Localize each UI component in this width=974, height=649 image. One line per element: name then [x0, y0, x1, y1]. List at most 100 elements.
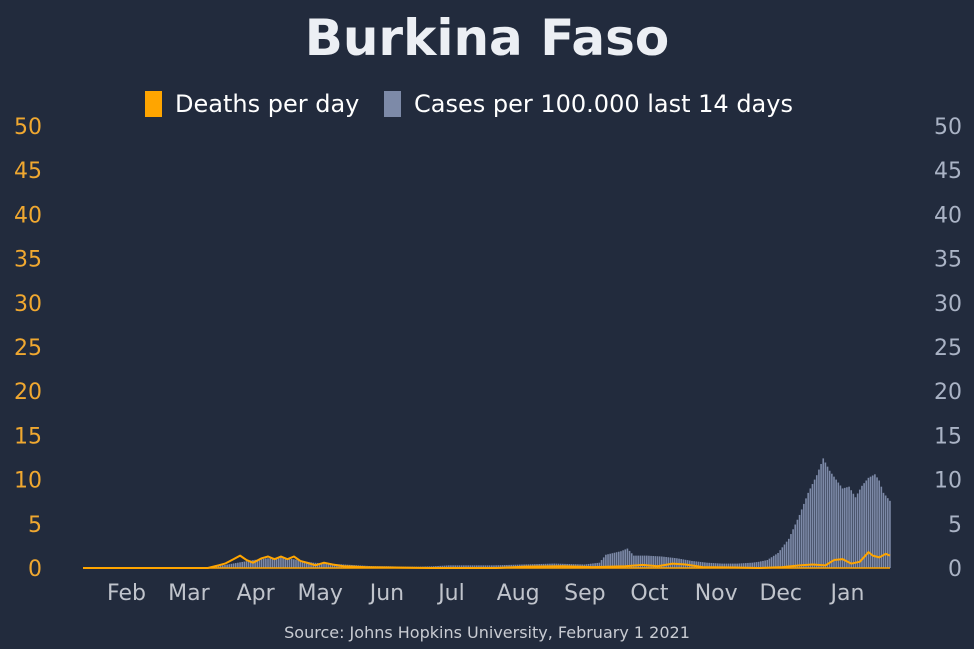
cases-bar	[751, 562, 754, 568]
cases-bar	[260, 559, 263, 568]
cases-bar	[271, 558, 274, 568]
cases-bar	[822, 458, 825, 568]
cases-bar	[732, 563, 734, 568]
cases-bar	[247, 560, 250, 568]
cases-bar	[839, 485, 842, 568]
cases-bar	[256, 559, 259, 568]
cases-bar	[785, 541, 788, 568]
cases-bar	[695, 561, 698, 568]
cases-bar	[277, 557, 280, 568]
cases-bar	[327, 563, 330, 568]
cases-bar	[282, 557, 284, 568]
cases-bar	[809, 488, 812, 568]
cases-bar	[645, 555, 648, 568]
cases-bar	[716, 563, 719, 568]
cases-bar	[648, 555, 650, 568]
cases-bar	[469, 565, 472, 568]
cases-bar	[475, 565, 478, 568]
cases-bar	[234, 563, 237, 568]
cases-bar	[590, 563, 592, 568]
cases-bar	[452, 565, 454, 568]
y-left-tick-label: 0	[28, 557, 42, 582]
cases-bar	[667, 557, 670, 568]
cases-bar	[454, 565, 457, 568]
cases-bar	[721, 563, 723, 568]
cases-bar	[820, 463, 822, 568]
cases-bar	[859, 489, 861, 568]
cases-bar	[297, 560, 299, 568]
cases-bar	[592, 563, 594, 568]
cases-bar	[445, 565, 448, 568]
cases-bar	[738, 563, 741, 568]
cases-bar	[706, 562, 708, 568]
cases-bar	[807, 492, 809, 568]
cases-bar	[762, 560, 764, 568]
x-tick-label: Sep	[564, 581, 605, 606]
cases-bar	[723, 563, 726, 568]
cases-bar	[503, 565, 506, 568]
y-left-tick-label: 20	[14, 380, 42, 405]
y-right-tick-label: 10	[934, 469, 962, 494]
cases-bar	[310, 562, 312, 568]
cases-bar	[744, 563, 747, 568]
cases-bars	[83, 458, 891, 569]
cases-bar	[697, 561, 700, 568]
cases-bar	[779, 550, 781, 568]
cases-bar	[450, 565, 452, 568]
cases-bar	[497, 565, 500, 568]
cases-bar	[460, 565, 463, 568]
cases-bar	[796, 519, 799, 568]
cases-bar	[486, 565, 489, 568]
cases-bar	[615, 552, 618, 568]
cases-bar	[617, 551, 620, 568]
x-tick-label: Apr	[237, 581, 276, 606]
cases-bar	[867, 477, 870, 568]
y-right-tick-label: 45	[934, 159, 962, 184]
cases-bar	[308, 561, 310, 568]
cases-bar	[215, 566, 218, 568]
cases-bar	[729, 563, 732, 568]
cases-bar	[222, 565, 224, 568]
cases-bar	[880, 486, 883, 568]
x-tick-label: May	[297, 581, 342, 606]
cases-bar	[663, 556, 665, 568]
cases-bar	[467, 565, 469, 568]
cases-bar	[318, 563, 321, 568]
legend-label-cases: Cases per 100.000 last 14 days	[414, 90, 793, 118]
cases-bar	[243, 561, 246, 568]
cases-bar	[630, 553, 633, 568]
cases-bar	[777, 552, 779, 568]
cases-bar	[770, 557, 773, 568]
cases-bar	[652, 556, 655, 568]
cases-bar	[635, 555, 637, 568]
cases-bar	[600, 560, 603, 568]
cases-bar	[237, 562, 239, 568]
cases-bar	[295, 559, 297, 568]
cases-bar	[290, 558, 293, 568]
y-right-tick-label: 15	[934, 424, 962, 449]
cases-bar	[493, 565, 495, 568]
cases-bar	[305, 561, 308, 568]
cases-bar	[217, 565, 220, 568]
deaths-line-group	[83, 551, 891, 569]
cases-bar	[329, 563, 332, 568]
cases-bar	[878, 480, 880, 568]
cases-bar	[800, 509, 803, 568]
cases-bar	[639, 555, 642, 568]
cases-bar	[701, 562, 704, 568]
x-tick-label: Aug	[497, 581, 540, 606]
cases-bar	[303, 561, 306, 568]
cases-bar	[861, 485, 863, 568]
cases-bar	[725, 563, 728, 568]
cases-bar	[719, 563, 721, 568]
cases-bar	[262, 558, 265, 568]
y-right-tick-label: 25	[934, 336, 962, 361]
cases-bar	[258, 559, 261, 568]
cases-bar	[766, 560, 769, 568]
cases-bar	[654, 556, 657, 568]
x-tick-label: Nov	[695, 581, 738, 606]
cases-bar	[637, 555, 639, 568]
cases-bar	[790, 534, 792, 568]
cases-bar	[889, 500, 891, 568]
cases-bar	[458, 565, 461, 568]
